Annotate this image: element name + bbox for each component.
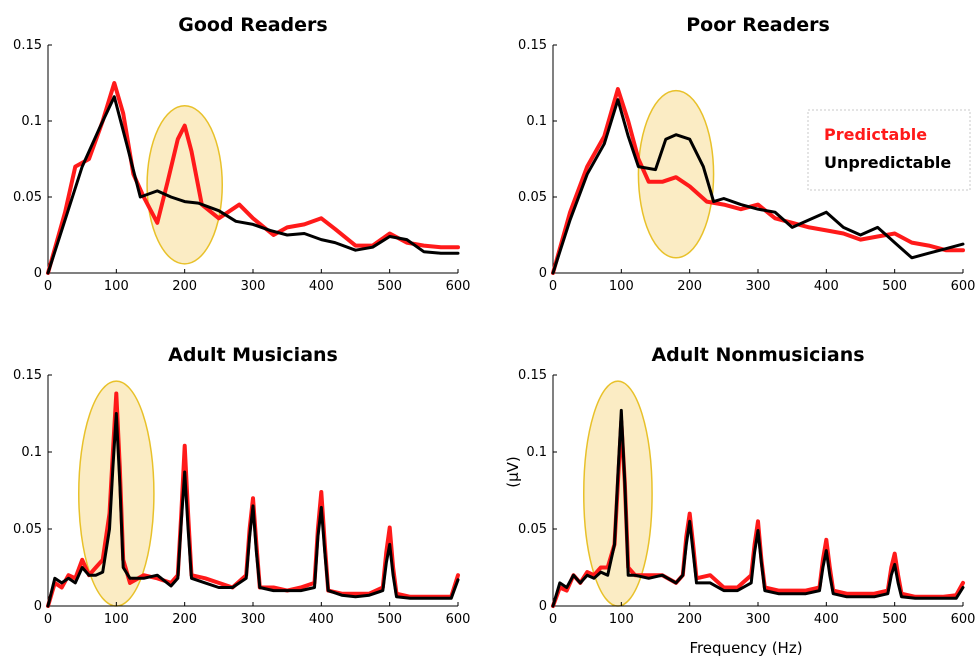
x-tick-label: 300 bbox=[746, 279, 771, 294]
x-tick-label: 600 bbox=[951, 612, 976, 627]
y-tick-label: 0.1 bbox=[526, 445, 547, 460]
x-tick-label: 300 bbox=[241, 279, 266, 294]
x-tick-label: 500 bbox=[882, 612, 907, 627]
x-tick-label: 600 bbox=[446, 612, 471, 627]
x-tick-label: 500 bbox=[882, 279, 907, 294]
y-tick-label: 0.15 bbox=[13, 38, 42, 53]
y-tick-label: 0.05 bbox=[518, 190, 547, 205]
x-tick-label: 500 bbox=[377, 279, 402, 294]
panel-title: Adult Musicians bbox=[168, 344, 338, 366]
series-line-predictable bbox=[46, 81, 460, 275]
series-line-unpredictable bbox=[46, 412, 460, 608]
x-tick-label: 0 bbox=[44, 612, 52, 627]
series-line-unpredictable bbox=[551, 408, 965, 608]
x-tick-label: 100 bbox=[609, 279, 634, 294]
panels-group: 0 100 200 300 400 500 600 0 0.05 0.1 0.15 Good Read… bbox=[13, 14, 975, 627]
y-tick-label: 0.1 bbox=[526, 114, 547, 129]
series-line-unpredictable bbox=[551, 98, 965, 275]
y-tick-label: 0.05 bbox=[13, 190, 42, 205]
y-tick-label: 0.05 bbox=[518, 522, 547, 537]
panel-1: 0 100 200 300 400 500 600 0 0.05 0.1 0.15 Good Read… bbox=[13, 14, 470, 294]
x-tick-label: 200 bbox=[172, 279, 197, 294]
x-tick-label: 100 bbox=[104, 612, 129, 627]
series-line-predictable bbox=[551, 87, 965, 275]
x-tick-label: 600 bbox=[446, 279, 471, 294]
highlight-ellipse bbox=[146, 105, 224, 265]
x-tick-label: 100 bbox=[104, 279, 129, 294]
panel-3: 0 100 200 300 400 500 600 0 0.05 0.1 0.15 Adult Mus… bbox=[13, 344, 470, 627]
panel-2: 0 100 200 300 400 500 600 0 0.05 0.1 0.15 Poor Read… bbox=[518, 14, 975, 294]
y-tick-label: 0.1 bbox=[21, 114, 42, 129]
y-tick-label: 0.15 bbox=[518, 38, 547, 53]
y-tick-label: 0.1 bbox=[21, 445, 42, 460]
panel-4: 0 100 200 300 400 500 600 0 0.05 0.1 0.15 Adult Non… bbox=[518, 344, 975, 627]
x-tick-label: 400 bbox=[814, 279, 839, 294]
x-tick-label: 400 bbox=[309, 279, 334, 294]
x-tick-label: 200 bbox=[677, 279, 702, 294]
panel-title: Good Readers bbox=[178, 14, 327, 36]
legend-label-unpredictable: Unpredictable bbox=[824, 153, 951, 172]
y-tick-label: 0 bbox=[34, 266, 42, 281]
x-tick-label: 200 bbox=[677, 612, 702, 627]
x-axis-label: Frequency (Hz) bbox=[689, 639, 802, 657]
y-tick-label: 0 bbox=[539, 599, 547, 614]
x-tick-label: 0 bbox=[44, 279, 52, 294]
x-tick-label: 200 bbox=[172, 612, 197, 627]
y-tick-label: 0.15 bbox=[518, 368, 547, 383]
y-tick-label: 0.05 bbox=[13, 522, 42, 537]
y-tick-label: 0.15 bbox=[13, 368, 42, 383]
legend: Predictable Unpredictable bbox=[807, 109, 971, 191]
x-tick-label: 600 bbox=[951, 279, 976, 294]
panel-title: Poor Readers bbox=[686, 14, 830, 36]
x-tick-label: 300 bbox=[241, 612, 266, 627]
x-tick-label: 400 bbox=[309, 612, 334, 627]
legend-box bbox=[807, 109, 971, 191]
panel-title: Adult Nonmusicians bbox=[651, 344, 864, 366]
x-tick-label: 0 bbox=[549, 612, 557, 627]
highlight-ellipse bbox=[637, 89, 715, 259]
x-tick-label: 100 bbox=[609, 612, 634, 627]
y-tick-label: 0 bbox=[539, 266, 547, 281]
x-tick-label: 400 bbox=[814, 612, 839, 627]
x-tick-label: 500 bbox=[377, 612, 402, 627]
x-tick-label: 0 bbox=[549, 279, 557, 294]
legend-label-predictable: Predictable bbox=[824, 125, 927, 144]
y-tick-label: 0 bbox=[34, 599, 42, 614]
y-axis-label: (µV) bbox=[504, 456, 522, 488]
x-tick-label: 300 bbox=[746, 612, 771, 627]
series-line-unpredictable bbox=[46, 95, 460, 275]
